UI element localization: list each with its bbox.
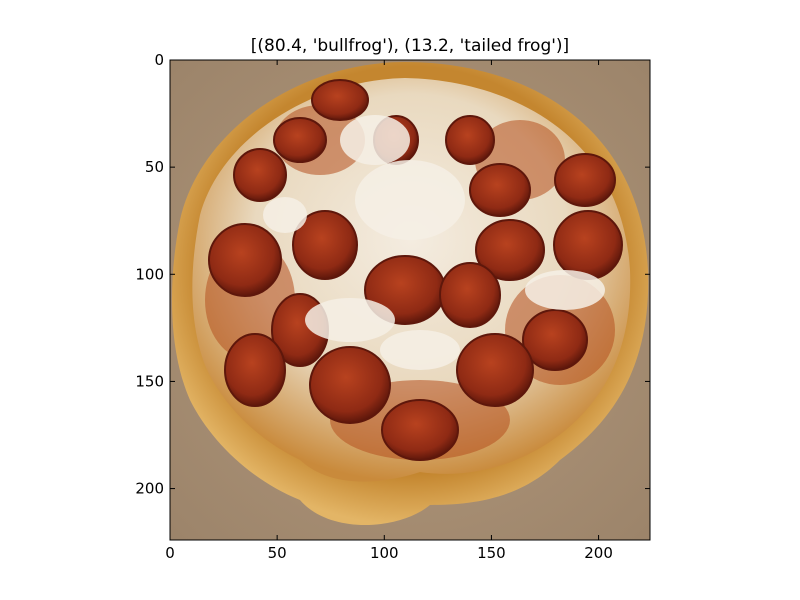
chart-title: [(80.4, 'bullfrog'), (13.2, 'tailed frog…	[251, 36, 569, 56]
pepperoni-slices	[208, 79, 623, 461]
y-tick-label: 150	[135, 372, 164, 390]
axis-ticks: 0 50 100 150 200 0 50 100 150 200	[135, 51, 650, 562]
y-tick-label: 0	[154, 51, 164, 69]
x-tick-label: 100	[370, 544, 399, 562]
image-area	[170, 60, 650, 540]
x-tick-label: 200	[584, 544, 613, 562]
cheese-highlights	[263, 115, 605, 370]
y-tick-label: 100	[135, 265, 164, 283]
x-tick-label: 0	[165, 544, 175, 562]
x-tick-label: 150	[477, 544, 506, 562]
axes-frame	[169, 59, 651, 541]
x-tick-label: 50	[268, 544, 287, 562]
y-tick-label: 200	[135, 480, 164, 498]
y-tick-label: 50	[145, 158, 164, 176]
